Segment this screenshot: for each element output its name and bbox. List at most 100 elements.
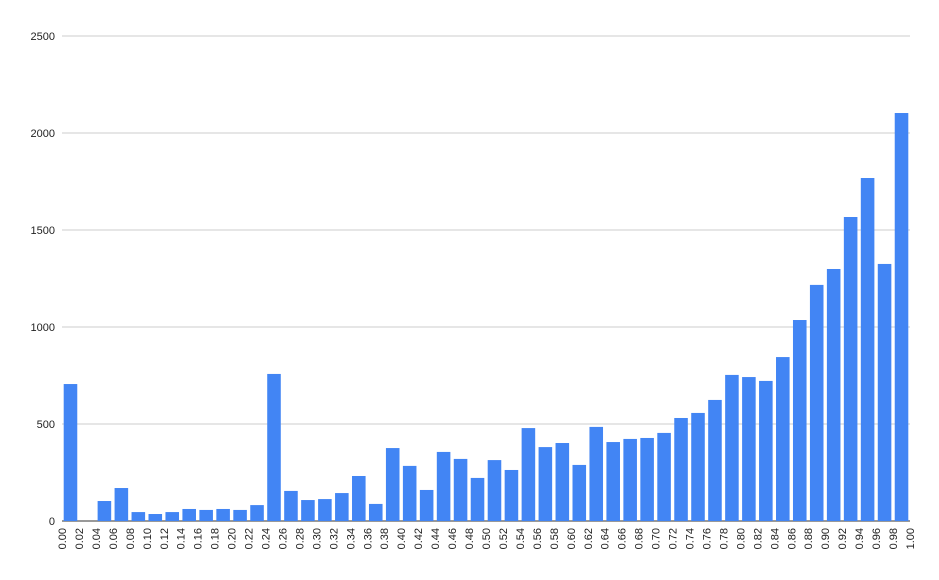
bar [504,469,519,521]
x-tick-label: 0.48 [464,528,476,549]
bar [453,458,468,521]
x-tick-label: 0.34 [345,528,357,549]
bar [148,514,163,521]
x-tick-label: 0.80 [735,528,747,549]
x-tick-label: 0.14 [176,528,188,549]
bar [63,384,78,521]
bar [691,412,705,521]
x-tick-label: 0.40 [396,528,408,549]
bar [368,503,383,521]
bar [589,426,604,521]
bar [894,113,909,521]
bar [436,451,451,521]
bar [250,505,264,521]
x-tick-label: 0.44 [430,528,442,549]
x-tick-label: 0.32 [328,528,340,549]
bar [199,509,213,521]
x-tick-label: 0.42 [413,528,425,549]
x-tick-label: 0.70 [651,528,663,549]
x-tick-label: 0.54 [515,528,527,549]
bar [521,428,536,521]
x-tick-label: 0.24 [261,528,273,549]
x-tick-label: 0.68 [634,528,646,549]
x-tick-label: 0.20 [227,528,239,549]
x-tick-label: 0.98 [888,528,900,549]
x-tick-label: 0.96 [871,528,883,549]
bar [776,357,790,521]
x-tick-label: 0.76 [701,528,713,549]
x-tick-label: 0.94 [854,528,866,549]
bar [606,442,620,521]
x-tick-label: 1.00 [905,528,917,549]
y-tick-label: 2500 [31,31,55,43]
bar [877,263,892,521]
x-tick-label: 0.38 [379,528,391,549]
bar [267,373,281,521]
bar [131,512,146,521]
y-tick-label: 2000 [31,128,55,140]
x-tick-label: 0.74 [685,528,697,549]
y-tick-label: 500 [37,419,55,431]
x-tick-label: 0.46 [447,528,459,549]
x-tick-label: 0.66 [617,528,629,549]
x-tick-label: 0.04 [91,528,103,549]
x-tick-label: 0.60 [566,528,578,549]
x-tick-label: 0.72 [668,528,680,549]
x-tick-label: 0.08 [125,528,137,549]
bar [182,508,196,521]
bar [385,448,400,521]
bar [742,377,756,521]
bar [572,464,587,521]
bar [640,437,654,521]
bar [538,447,553,521]
bar [708,399,722,521]
y-tick-label: 0 [49,516,55,528]
x-tick-label: 0.06 [108,528,120,549]
bar [470,477,485,521]
bar [555,443,570,521]
bar [97,501,112,521]
x-tick-label: 0.30 [311,528,323,549]
x-tick-label: 0.22 [244,528,256,549]
x-tick-label: 0.84 [769,528,781,549]
x-tick-label: 0.26 [277,528,289,549]
bar [233,509,247,521]
y-tick-label: 1500 [31,225,55,237]
bar [657,432,671,521]
y-tick-label: 1000 [31,322,55,334]
bar [860,178,875,521]
x-tick-label: 0.02 [74,528,86,549]
x-tick-label: 0.88 [803,528,815,549]
bar [623,438,637,521]
x-tick-label: 0.52 [498,528,510,549]
bar [487,460,502,521]
x-tick-label: 0.36 [362,528,374,549]
x-tick-label: 0.00 [57,528,69,549]
bar [318,499,332,521]
x-tick-label: 0.18 [210,528,222,549]
x-tick-label: 0.86 [786,528,798,549]
bar [792,320,807,521]
bar [809,284,824,521]
bar [826,268,841,521]
bar [284,490,298,521]
x-tick-label: 0.56 [532,528,544,549]
x-tick-label: 0.62 [583,528,595,549]
x-tick-label: 0.78 [718,528,730,549]
x-tick-label: 0.16 [193,528,205,549]
bar [843,217,858,521]
bar [114,488,129,521]
bar [402,465,417,521]
bar [759,380,773,521]
bar [725,374,739,521]
x-tick-label: 0.58 [549,528,561,549]
x-tick-label: 0.10 [142,528,154,549]
x-tick-label: 0.90 [820,528,832,549]
x-tick-label: 0.82 [752,528,764,549]
x-tick-label: 0.64 [600,528,612,549]
bar [419,489,434,521]
bar [301,500,315,521]
x-tick-label: 0.92 [837,528,849,549]
bar [216,508,230,521]
